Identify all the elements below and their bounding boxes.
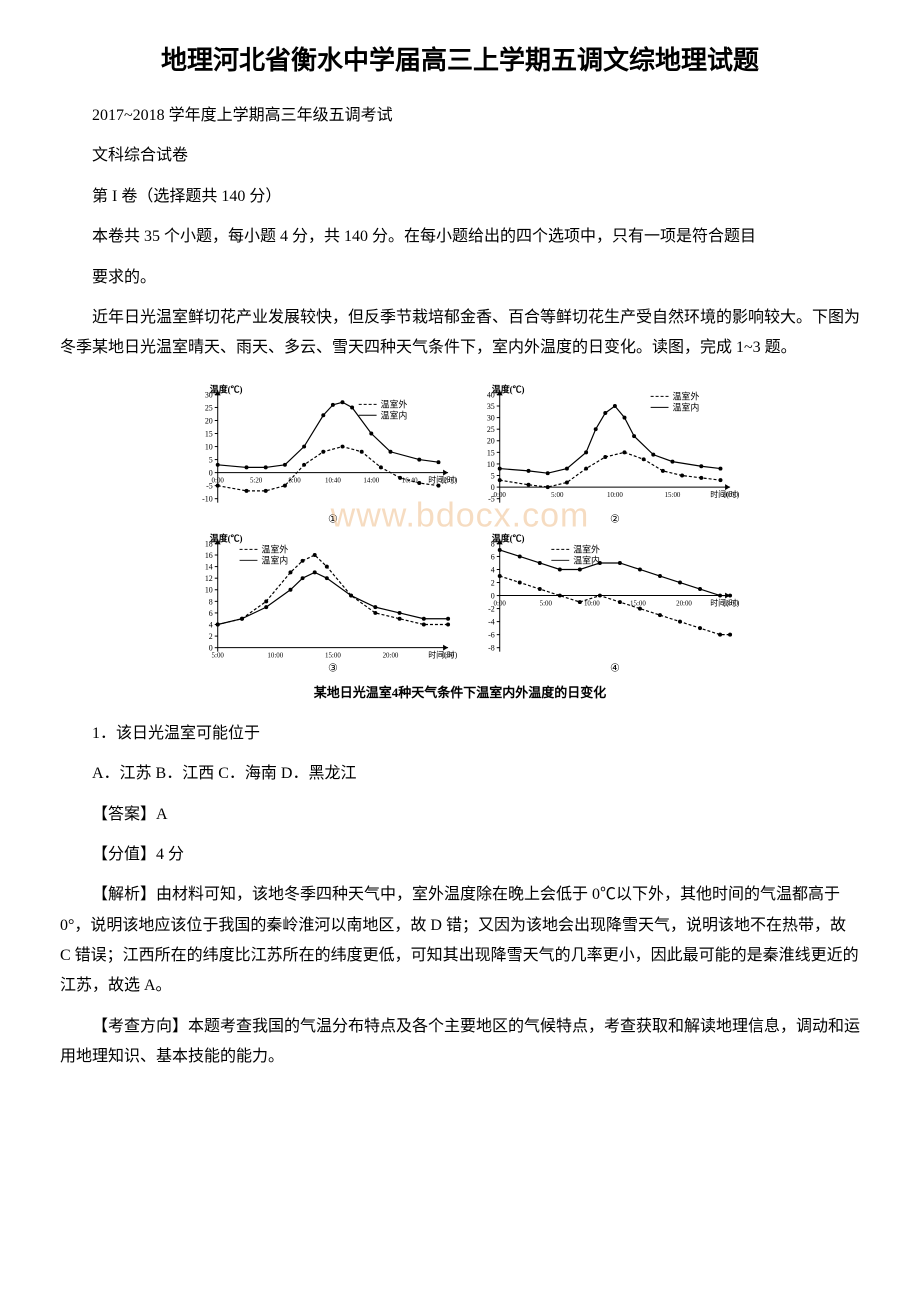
- chart-2: -505101520253035400:005:0010:0015:0020:0…: [462, 382, 740, 527]
- svg-text:温度(℃): 温度(℃): [492, 383, 525, 394]
- svg-text:温度(℃): 温度(℃): [492, 532, 525, 543]
- svg-text:2: 2: [491, 578, 495, 587]
- svg-text:温室外: 温室外: [573, 543, 600, 554]
- chart-figure: www.bdocx.com -10-50510152025300:005:208…: [180, 382, 740, 701]
- header-line-3: 第 I 卷（选择题共 140 分）: [60, 182, 860, 212]
- svg-text:4: 4: [209, 620, 213, 629]
- svg-text:20: 20: [205, 416, 213, 425]
- svg-text:①: ①: [328, 513, 338, 525]
- header-line-2: 文科综合试卷: [60, 141, 860, 171]
- svg-text:25: 25: [205, 403, 213, 412]
- svg-text:4: 4: [491, 565, 495, 574]
- svg-text:16: 16: [205, 551, 213, 560]
- question-options: A．江苏 B．江西 C．海南 D．黑龙江: [60, 759, 860, 789]
- svg-text:②: ②: [610, 513, 620, 525]
- svg-text:30: 30: [487, 413, 495, 422]
- question-answer: 【答案】A: [60, 800, 860, 830]
- svg-text:14: 14: [205, 562, 213, 571]
- header-line-1: 2017~2018 学年度上学期高三年级五调考试: [60, 101, 860, 131]
- svg-text:10:00: 10:00: [267, 651, 283, 659]
- svg-text:温室外: 温室外: [672, 390, 699, 401]
- svg-text:2: 2: [209, 632, 213, 641]
- svg-text:10: 10: [205, 442, 213, 451]
- svg-text:5: 5: [209, 455, 213, 464]
- svg-text:④: ④: [610, 662, 620, 674]
- svg-text:35: 35: [487, 402, 495, 411]
- svg-text:15: 15: [205, 429, 213, 438]
- header-line-4: 本卷共 35 个小题，每小题 4 分，共 140 分。在每小题给出的四个选项中，…: [60, 222, 860, 252]
- chart-1: -10-50510152025300:005:208:0010:4014:001…: [180, 382, 458, 527]
- svg-text:10: 10: [205, 585, 213, 594]
- svg-text:5:00: 5:00: [540, 599, 553, 607]
- svg-text:时间(时): 时间(时): [710, 597, 739, 607]
- svg-text:10:00: 10:00: [584, 599, 600, 607]
- svg-text:-8: -8: [488, 643, 495, 652]
- svg-text:8: 8: [209, 597, 213, 606]
- chart-4: -8-6-4-2024680:005:0010:0015:0020:0023:0…: [462, 531, 740, 676]
- svg-text:0:00: 0:00: [212, 476, 225, 484]
- svg-text:-10: -10: [202, 494, 213, 503]
- svg-text:25: 25: [487, 425, 495, 434]
- svg-text:5:20: 5:20: [250, 476, 263, 484]
- svg-text:15: 15: [487, 448, 495, 457]
- svg-text:时间(时): 时间(时): [710, 489, 739, 499]
- svg-text:温室内: 温室内: [573, 554, 600, 565]
- header-line-5: 要求的。: [60, 263, 860, 293]
- svg-text:10:00: 10:00: [607, 491, 623, 499]
- svg-text:6: 6: [209, 609, 213, 618]
- svg-text:③: ③: [328, 662, 338, 674]
- svg-text:温室外: 温室外: [381, 398, 408, 409]
- svg-text:20:00: 20:00: [383, 651, 399, 659]
- question-number: 1．该日光温室可能位于: [60, 719, 860, 749]
- question-direction: 【考查方向】本题考查我国的气温分布特点及各个主要地区的气候特点，考查获取和解读地…: [60, 1012, 860, 1073]
- svg-text:14:00: 14:00: [363, 476, 379, 484]
- chart-caption: 某地日光温室4种天气条件下温室内外温度的日变化: [180, 682, 740, 701]
- svg-text:-4: -4: [488, 617, 495, 626]
- svg-text:5: 5: [491, 471, 495, 480]
- svg-text:15:00: 15:00: [665, 491, 681, 499]
- svg-text:20:00: 20:00: [676, 599, 692, 607]
- svg-text:温室内: 温室内: [381, 409, 408, 420]
- passage-text: 近年日光温室鲜切花产业发展较快，但反季节栽培郁金香、百合等鲜切花生产受自然环境的…: [60, 303, 860, 364]
- svg-text:16:40: 16:40: [402, 476, 418, 484]
- svg-text:10: 10: [487, 460, 495, 469]
- svg-text:温室内: 温室内: [672, 401, 699, 412]
- svg-text:12: 12: [205, 574, 213, 583]
- svg-text:时间(时): 时间(时): [428, 649, 457, 659]
- svg-text:0:00: 0:00: [494, 491, 507, 499]
- svg-text:10:40: 10:40: [325, 476, 341, 484]
- svg-text:0:00: 0:00: [494, 599, 507, 607]
- svg-text:5:00: 5:00: [212, 651, 225, 659]
- svg-text:6: 6: [491, 552, 495, 561]
- svg-text:时间(时): 时间(时): [428, 474, 457, 484]
- svg-text:-6: -6: [488, 630, 495, 639]
- svg-text:5:00: 5:00: [551, 491, 564, 499]
- svg-text:20: 20: [487, 436, 495, 445]
- svg-text:温度(℃): 温度(℃): [210, 532, 243, 543]
- page-title: 地理河北省衡水中学届高三上学期五调文综地理试题: [60, 40, 860, 77]
- svg-text:温室内: 温室内: [261, 554, 288, 565]
- svg-text:15:00: 15:00: [325, 651, 341, 659]
- question-score: 【分值】4 分: [60, 840, 860, 870]
- svg-text:温度(℃): 温度(℃): [210, 383, 243, 394]
- svg-text:温室外: 温室外: [261, 543, 288, 554]
- question-explanation: 【解析】由材料可知，该地冬季四种天气中，室外温度除在晚上会低于 0℃以下外，其他…: [60, 880, 860, 1002]
- chart-3: 0246810121416185:0010:0015:0020:000:00温度…: [180, 531, 458, 676]
